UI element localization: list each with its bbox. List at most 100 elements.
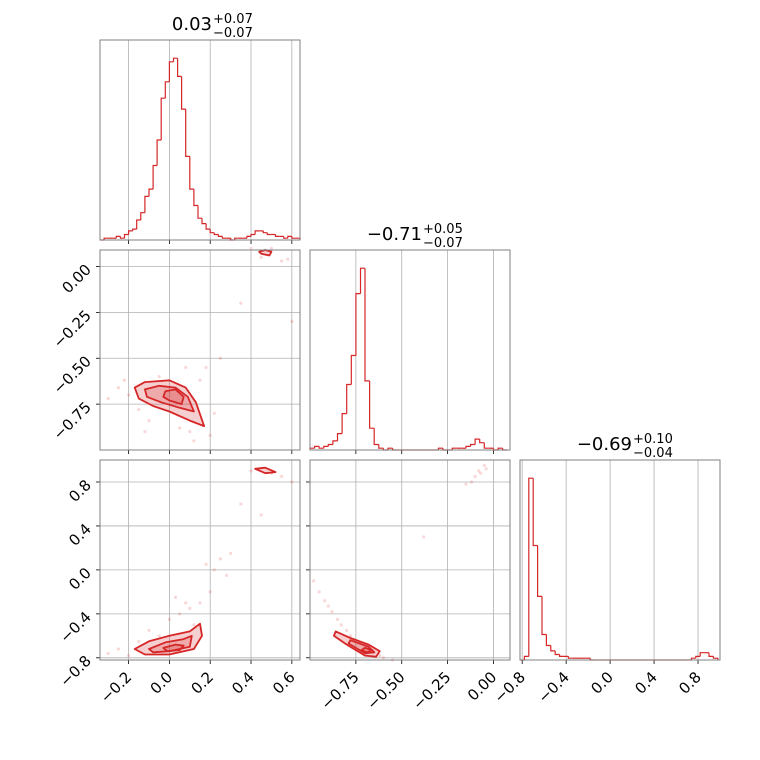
histogram-bin: [132, 228, 137, 231]
histogram-bin: [185, 109, 190, 157]
histogram-bin: [690, 657, 696, 660]
histogram-bin: [712, 656, 719, 660]
sample-point: [422, 535, 426, 539]
sample-point: [204, 562, 208, 566]
histogram-bin: [209, 229, 215, 234]
histogram-bin: [172, 57, 178, 62]
histogram-bin: [474, 438, 480, 445]
sample-point: [229, 551, 233, 556]
histogram-bin: [532, 478, 538, 547]
histogram-bin: [283, 236, 288, 239]
histogram-bin: [523, 655, 529, 660]
histogram-bin: [291, 236, 296, 239]
histogram-bin: [144, 195, 149, 213]
histogram-bin: [221, 236, 227, 239]
contour: [347, 639, 376, 655]
y-tick-label: 0.8: [65, 476, 95, 506]
histogram-bin: [567, 656, 573, 659]
sample-point: [143, 430, 147, 434]
y-tick-label: 0.0: [65, 564, 95, 594]
y-tick-label: 0.00: [58, 261, 94, 297]
y-tick-label: −0.50: [50, 352, 95, 397]
sample-point: [280, 474, 284, 479]
sample-point: [177, 426, 182, 430]
histogram-bin: [332, 440, 338, 445]
sample-point: [464, 482, 468, 486]
title-minus: −0.07: [213, 26, 253, 41]
title-minus: −0.07: [423, 236, 463, 251]
x-tick-label: −0.75: [317, 668, 362, 713]
x-tick-label: −0.50: [363, 668, 408, 713]
panel-frame: [99, 249, 301, 451]
sample-point: [317, 590, 321, 594]
sample-point: [218, 356, 223, 360]
sample-point: [339, 623, 343, 627]
sample-point: [484, 467, 488, 471]
sample-point: [477, 469, 481, 473]
histogram-bin: [470, 443, 476, 447]
contour: [254, 466, 277, 475]
histogram-bin: [355, 293, 361, 356]
histogram-bin: [437, 447, 443, 450]
sample-point: [208, 590, 212, 594]
histogram-bin: [205, 223, 211, 230]
sample-point: [184, 601, 188, 605]
histogram-bin: [189, 156, 194, 190]
sample-point: [280, 259, 284, 263]
sample-point: [348, 634, 352, 638]
histogram-bin: [234, 237, 239, 240]
sample-point: [184, 365, 188, 370]
sample-point: [157, 634, 161, 638]
sample-point: [192, 623, 196, 627]
panel-frame: [309, 459, 511, 661]
contour: [162, 643, 185, 653]
sample-point: [188, 606, 192, 610]
sample-point: [259, 513, 263, 517]
histogram-bin: [103, 237, 109, 240]
x-tick-label: 0.8: [675, 668, 705, 698]
histogram-bin: [164, 81, 170, 99]
title-plus: +0.07: [213, 12, 253, 27]
histogram-bin: [336, 433, 343, 441]
x-tick-label: −0.2: [97, 668, 135, 706]
sample-point: [259, 255, 263, 259]
contour: [258, 249, 273, 257]
sample-point: [126, 654, 131, 658]
sample-point: [323, 599, 327, 603]
panel-frame: [99, 459, 301, 661]
histogram-bin: [287, 235, 292, 239]
x-tick-label: 0.4: [228, 668, 258, 698]
histogram-bin: [254, 230, 260, 235]
sample-point: [188, 430, 192, 434]
histogram-bin: [378, 444, 384, 449]
histogram-bin: [123, 233, 129, 239]
sample-point: [312, 579, 316, 583]
x-tick-label: −0.25: [409, 668, 454, 713]
histogram-bin: [554, 650, 560, 656]
contour: [333, 630, 381, 658]
histogram-bin: [497, 447, 503, 450]
sample-point: [147, 419, 151, 423]
title-value: −0.69: [577, 434, 632, 455]
title-minus: −0.04: [633, 446, 673, 461]
histogram-bin: [250, 233, 256, 237]
title-plus: +0.10: [633, 432, 673, 447]
sample-point: [290, 319, 294, 324]
histogram-bin: [559, 654, 564, 657]
histogram-bin: [318, 446, 324, 449]
sample-point: [473, 474, 477, 479]
sample-point: [218, 557, 223, 561]
sample-point: [335, 617, 340, 621]
histogram-bin: [136, 219, 141, 230]
title-value: −0.71: [367, 224, 422, 245]
histogram-bin: [181, 76, 186, 110]
sample-point: [204, 365, 208, 370]
histogram-bin: [314, 445, 320, 449]
histogram-bin: [708, 652, 714, 657]
x-tick-label: 0.4: [631, 668, 661, 698]
histogram-bin: [119, 236, 125, 239]
panel-frame: [519, 459, 721, 661]
sample-point: [229, 237, 233, 241]
histogram-bin: [266, 232, 272, 236]
